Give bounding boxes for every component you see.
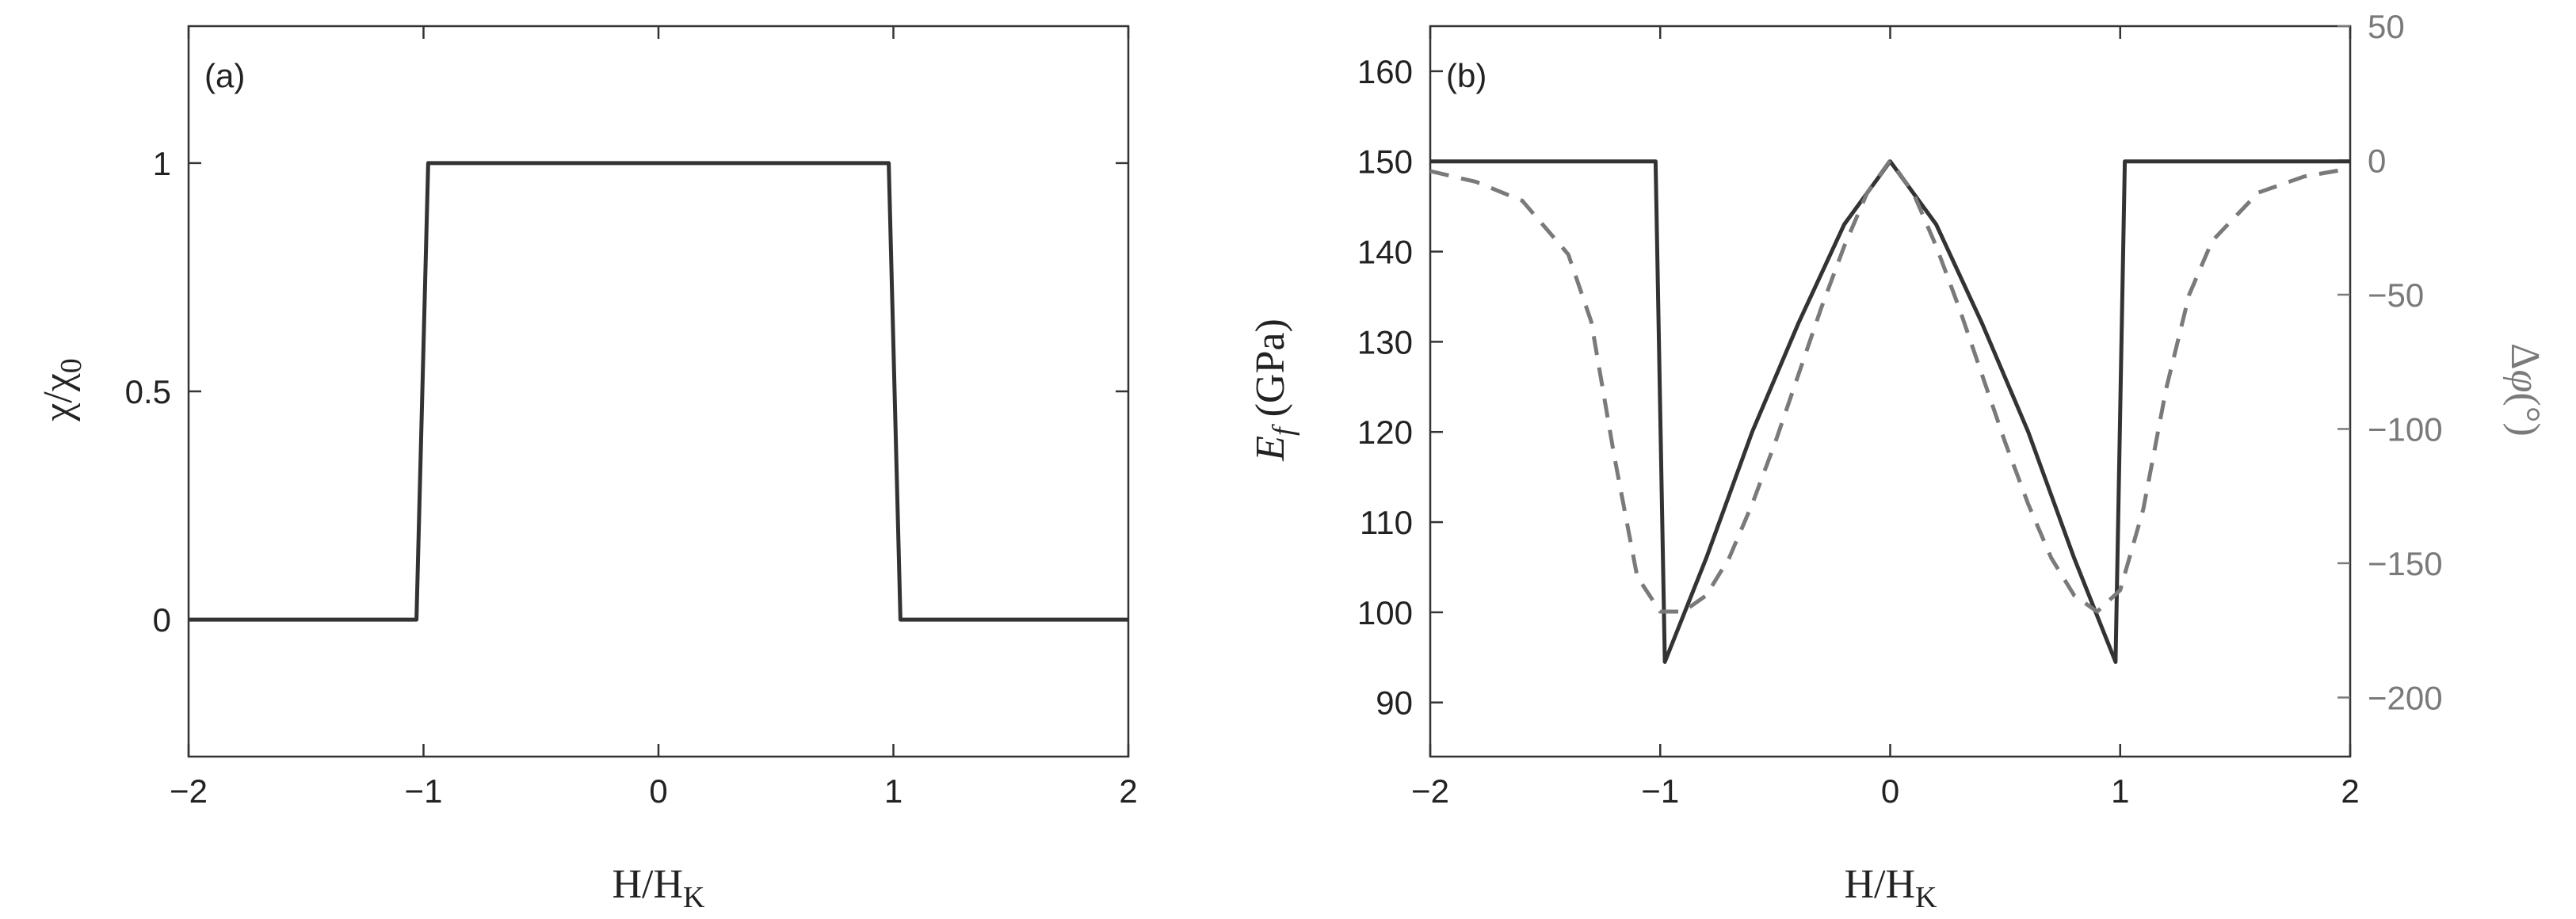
panel-b-y-axis-title-right: Δφ(°) — [2502, 343, 2547, 437]
y-tick-label: 110 — [1360, 504, 1413, 541]
series-line — [189, 161, 1128, 622]
x-tick-label: −1 — [405, 772, 443, 810]
y-tick-label: 130 — [1357, 323, 1413, 360]
panel-b-frame — [1429, 25, 2352, 758]
y-right-tick-label: −50 — [2368, 276, 2424, 314]
y-tick-label: 1 — [153, 145, 171, 182]
y-tick-label: 140 — [1357, 234, 1413, 271]
y-right-tick-label: −200 — [2368, 679, 2443, 716]
panel-a: (a) −2 −1 0 1 2 00.51 H/HK χ/χ0 — [36, 25, 1138, 914]
y-right-tick-label: −100 — [2368, 410, 2443, 448]
panel-a-x-ticks: −2 −1 0 1 2 — [170, 26, 1138, 810]
x-tick-label: −2 — [1411, 772, 1449, 810]
x-tick-label: 1 — [2111, 772, 2129, 810]
y-right-tick-label: 50 — [2368, 8, 2405, 45]
panel-a-series — [189, 161, 1128, 622]
x-tick-label: −1 — [1641, 772, 1679, 810]
panel-a-y-axis-title: χ/χ0 — [36, 358, 88, 422]
panel-b-y-ticks-left: 90 100 110 120 130 140 150 160 — [1357, 53, 1443, 722]
panel-b-label: (b) — [1446, 57, 1486, 94]
x-tick-label: 2 — [1119, 772, 1137, 810]
panel-b-y-axis-title: Ef (GPa) — [1248, 318, 1300, 462]
panel-b-x-axis-title: H/HK — [1844, 862, 1937, 914]
y-right-tick-label: −150 — [2368, 545, 2443, 582]
x-tick-label: 0 — [1881, 772, 1899, 810]
series-line — [1430, 159, 2350, 664]
y-tick-label: 90 — [1376, 684, 1413, 722]
panel-a-label: (a) — [204, 57, 245, 94]
y-right-tick-label: 0 — [2368, 142, 2386, 179]
x-tick-label: 2 — [2341, 772, 2359, 810]
y-tick-label: 0.5 — [125, 373, 171, 410]
panel-a-y-ticks: 00.51 — [125, 145, 1128, 639]
y-tick-label: 160 — [1357, 53, 1413, 90]
panel-b-x-ticks: −2 −1 0 1 2 — [1411, 26, 2360, 810]
panel-b: (b) −2 −1 0 1 2 90 100 110 120 130 140 150 160 −200… — [1248, 8, 2547, 914]
panel-b-y-ticks-right: −200 −150 −100 −50 0 50 — [2337, 8, 2443, 716]
y-tick-label: 120 — [1357, 414, 1413, 451]
series-line-dashed — [1429, 158, 2351, 614]
panel-a-frame — [187, 25, 1130, 758]
y-tick-label: 0 — [153, 601, 171, 639]
y-tick-label: 150 — [1357, 143, 1413, 181]
x-tick-label: −2 — [170, 772, 208, 810]
x-tick-label: 1 — [884, 772, 903, 810]
x-tick-label: 0 — [649, 772, 667, 810]
panel-a-x-axis-title: H/HK — [612, 862, 705, 914]
y-tick-label: 100 — [1357, 594, 1413, 631]
panel-b-series — [1429, 158, 2351, 664]
